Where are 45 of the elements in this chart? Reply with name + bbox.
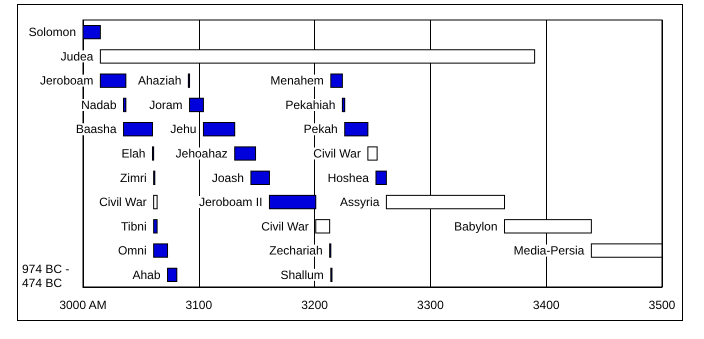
data-label: Joram: [149, 98, 183, 112]
x-tick-label: 3500: [648, 298, 676, 312]
data-label: Civil War: [261, 219, 309, 234]
x-tick-label: 3100: [185, 298, 212, 312]
data-label: Shallum: [280, 268, 324, 282]
data-label: Ahaziah: [138, 74, 182, 88]
data-label: Judea: [60, 49, 94, 64]
bar: [123, 98, 126, 112]
data-label: Pekah: [304, 122, 338, 136]
bar: [100, 74, 126, 88]
data-label: Omni: [118, 244, 147, 258]
data-label: Elah: [121, 146, 146, 160]
data-label: Civil War: [99, 195, 147, 210]
text: 974 BC - 474 BC: [22, 262, 73, 290]
data-label: Jeroboam II: [199, 195, 262, 210]
data-label: Menahem: [270, 74, 324, 88]
bar: [234, 146, 256, 161]
data-label: Jehoahaz: [176, 146, 228, 160]
bar: [202, 122, 236, 136]
data-label: Hoshea: [328, 170, 370, 185]
data-label: Tibni: [121, 219, 147, 234]
data-label: Pekahiah: [285, 98, 336, 112]
data-label: Zimri: [120, 170, 147, 185]
data-label: Jehu: [170, 122, 196, 136]
data-label: Assyria: [340, 195, 380, 210]
data-label: Nadab: [81, 98, 117, 112]
x-tick-label: 3000 AM: [59, 298, 107, 312]
data-label: Joash: [212, 170, 244, 185]
bar: [367, 146, 378, 161]
x-tick-label: 3400: [532, 298, 560, 312]
data-label: Solomon: [28, 25, 76, 40]
x-tick-label: 3200: [301, 298, 328, 312]
data-label: Ahab: [132, 268, 161, 282]
data-label: Civil War: [313, 146, 361, 160]
bar: [123, 122, 153, 136]
data-label: Zechariah: [269, 244, 323, 258]
bar: [153, 243, 168, 258]
bar: [153, 219, 158, 234]
data-label: Media-Persia: [514, 244, 585, 258]
bar: [167, 268, 178, 282]
data-label: Babylon: [454, 219, 498, 234]
data-label: Jeroboam: [40, 74, 94, 88]
x-tick-label: 3300: [417, 298, 444, 312]
data-label: Baasha: [76, 122, 117, 136]
bar: [250, 170, 270, 185]
